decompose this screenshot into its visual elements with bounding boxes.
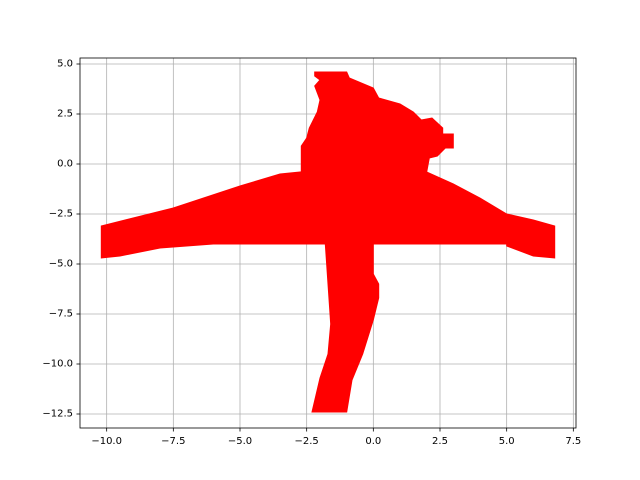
x-tick-label: −10.0 (91, 436, 122, 447)
axis-ticks: −10.0 −7.5 −5.0 −2.5 0.0 2.5 5.0 7.5 5.0 2.5 0.0 −2… (42, 59, 581, 448)
area-region-stem (311, 243, 380, 413)
series-red-area (100, 71, 556, 413)
y-tick-label: 5.0 (57, 59, 73, 70)
y-tick-label: −5.0 (49, 259, 73, 270)
x-tick-label: −2.5 (295, 436, 319, 447)
y-tick-label: −7.5 (49, 309, 73, 320)
x-tick-label: 7.5 (565, 436, 581, 447)
x-tick-label: −5.0 (228, 436, 252, 447)
plot-frame (79, 57, 577, 429)
y-tick-label: −12.5 (42, 409, 73, 420)
x-tick-label: 5.0 (499, 436, 515, 447)
y-tick-label: 0.0 (57, 159, 73, 170)
y-tick-label: −2.5 (49, 209, 73, 220)
x-tick-label: 0.0 (365, 436, 381, 447)
y-tick-label: −10.0 (42, 359, 73, 370)
area-region-top-cluster (300, 71, 454, 173)
x-tick-label: −7.5 (161, 436, 185, 447)
x-tick-label: 2.5 (432, 436, 448, 447)
area-region-wings (100, 169, 556, 259)
y-tick-label: 2.5 (57, 109, 73, 120)
